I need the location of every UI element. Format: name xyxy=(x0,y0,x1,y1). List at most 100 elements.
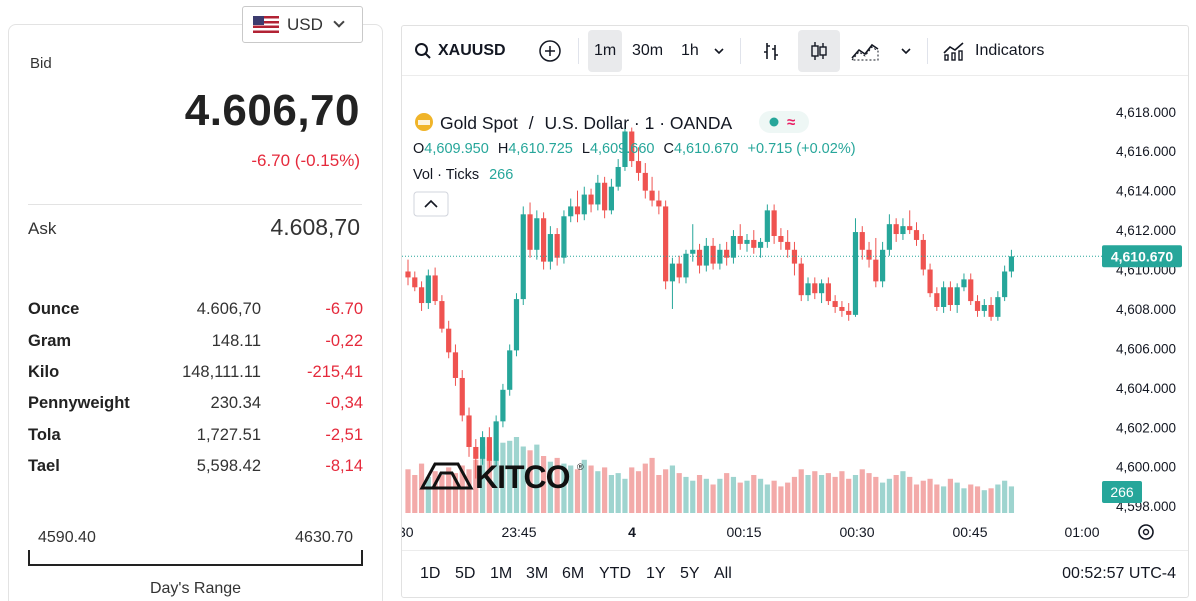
candle-body xyxy=(798,263,804,296)
currency-select[interactable]: USD xyxy=(242,6,363,43)
candle-body xyxy=(554,234,560,258)
volume-bar xyxy=(446,467,452,513)
unit-value: 148.11 xyxy=(211,331,261,350)
chart-widget: XAUUSD 1m 30m 1h Indicators xyxy=(401,25,1189,598)
symbol-search-button[interactable]: XAUUSD xyxy=(414,26,506,76)
candle-body xyxy=(852,232,859,315)
volume-bar xyxy=(717,478,723,513)
unit-change: -2,51 xyxy=(325,425,363,444)
time-tick-label: 23:45 xyxy=(501,524,536,540)
candle-body xyxy=(893,224,899,235)
search-icon xyxy=(415,43,431,59)
candle-body xyxy=(839,306,845,311)
volume-bar xyxy=(941,486,947,513)
volume-bar xyxy=(622,478,628,513)
chart-type-menu-button[interactable] xyxy=(899,26,913,76)
candle-body xyxy=(642,172,648,191)
volume-value: 266 xyxy=(489,167,513,183)
range-all[interactable]: All xyxy=(714,565,732,582)
range-ytd[interactable]: YTD xyxy=(599,565,631,582)
range-1m[interactable]: 1M xyxy=(490,565,513,582)
candle-body xyxy=(805,283,811,296)
last-volume-label: 266 xyxy=(1110,484,1134,500)
candle-body xyxy=(595,182,601,205)
volume-bar xyxy=(663,469,669,513)
candle-body xyxy=(479,437,486,459)
indicators-button[interactable]: Indicators xyxy=(942,26,1044,76)
candle-body xyxy=(656,200,662,207)
bid-label: Bid xyxy=(30,55,52,72)
volume-bar xyxy=(669,465,676,513)
candle-body xyxy=(493,421,499,461)
range-5y[interactable]: 5Y xyxy=(680,565,700,582)
volume-bar xyxy=(1002,480,1008,513)
candle-body xyxy=(744,239,750,244)
time-axis[interactable]: 23:30 23:45 4 00:15 00:30 00:45 01:00 xyxy=(402,524,1100,540)
chart-clock[interactable]: 00:52:57 UTC-4 xyxy=(1062,565,1176,582)
range-6m[interactable]: 6M xyxy=(562,565,585,582)
indicators-icon xyxy=(943,42,964,61)
volume-bar xyxy=(818,475,825,513)
legend-title: Gold Spot xyxy=(440,113,518,133)
unit-value: 4.606,70 xyxy=(196,300,261,319)
compare-symbol-button[interactable] xyxy=(538,26,562,76)
area-chart-type-button[interactable] xyxy=(850,26,880,76)
unit-name: Tael xyxy=(28,457,60,476)
volume-bar xyxy=(676,473,682,513)
candle-body xyxy=(418,287,425,304)
volume-bar xyxy=(724,473,730,513)
volume-bar xyxy=(452,473,459,513)
volume-bar xyxy=(832,476,838,513)
range-3m[interactable]: 3M xyxy=(526,565,549,582)
legend-subtitle: U.S. Dollar · 1 · OANDA xyxy=(544,113,732,133)
unit-change: -0,34 xyxy=(325,394,363,413)
unit-name: Tola xyxy=(28,425,61,444)
volume-bar xyxy=(520,446,526,513)
volume-bar xyxy=(642,463,648,513)
unit-change: -215,41 xyxy=(307,362,363,381)
price-axis[interactable]: 4,618.0004,616.0004,614.0004,612.0004,61… xyxy=(1116,105,1176,514)
volume-bar xyxy=(961,488,967,513)
last-price-tag xyxy=(1102,245,1182,268)
price-chart[interactable]: 4,618.000 4,616.000 4,614.000 4,612.000 4,61… xyxy=(402,76,1188,550)
range-1y[interactable]: 1Y xyxy=(646,565,666,582)
volume-bar xyxy=(812,471,818,513)
volume-bar xyxy=(771,480,777,513)
range-1d[interactable]: 1D xyxy=(420,565,441,582)
candle-body xyxy=(947,287,953,306)
volume-bar xyxy=(412,475,418,513)
days-range-bar xyxy=(28,550,363,566)
volume-bar xyxy=(954,482,960,513)
candle-chart-type-button[interactable] xyxy=(808,26,830,76)
range-5d[interactable]: 5D xyxy=(455,565,476,582)
interval-menu-button[interactable] xyxy=(712,26,726,76)
interval-1h[interactable]: 1h xyxy=(681,42,699,59)
market-status-badge[interactable] xyxy=(759,111,809,133)
candle-body xyxy=(683,253,689,278)
volume-bar xyxy=(913,484,920,513)
price-tick-label: 4,600.000 xyxy=(1116,460,1176,475)
collapse-legend-button[interactable] xyxy=(413,191,449,217)
volume-bar xyxy=(846,478,852,513)
volume-bar xyxy=(805,475,811,513)
candle-body xyxy=(825,283,831,302)
chart-settings-button[interactable] xyxy=(1138,524,1154,540)
candle-body xyxy=(588,194,594,205)
candle-body xyxy=(507,350,513,390)
interval-1m[interactable]: 1m xyxy=(594,42,617,59)
candle-body xyxy=(1008,256,1015,272)
volume-bar xyxy=(547,461,553,513)
volume-bar xyxy=(968,484,974,513)
gold-bar-glyph xyxy=(418,120,430,125)
volume-bar xyxy=(425,476,431,513)
candle-body xyxy=(581,194,587,215)
candle-body xyxy=(547,234,553,262)
volume-bar xyxy=(683,476,689,513)
candle-body xyxy=(405,271,411,278)
bar-chart-type-button[interactable] xyxy=(760,26,782,76)
candle-body xyxy=(791,249,798,264)
volume-bar xyxy=(534,444,540,513)
low-value: 4,609.660 xyxy=(590,141,655,157)
interval-30m[interactable]: 30m xyxy=(632,42,664,59)
kitco-logo: KITCO ® xyxy=(419,459,584,495)
